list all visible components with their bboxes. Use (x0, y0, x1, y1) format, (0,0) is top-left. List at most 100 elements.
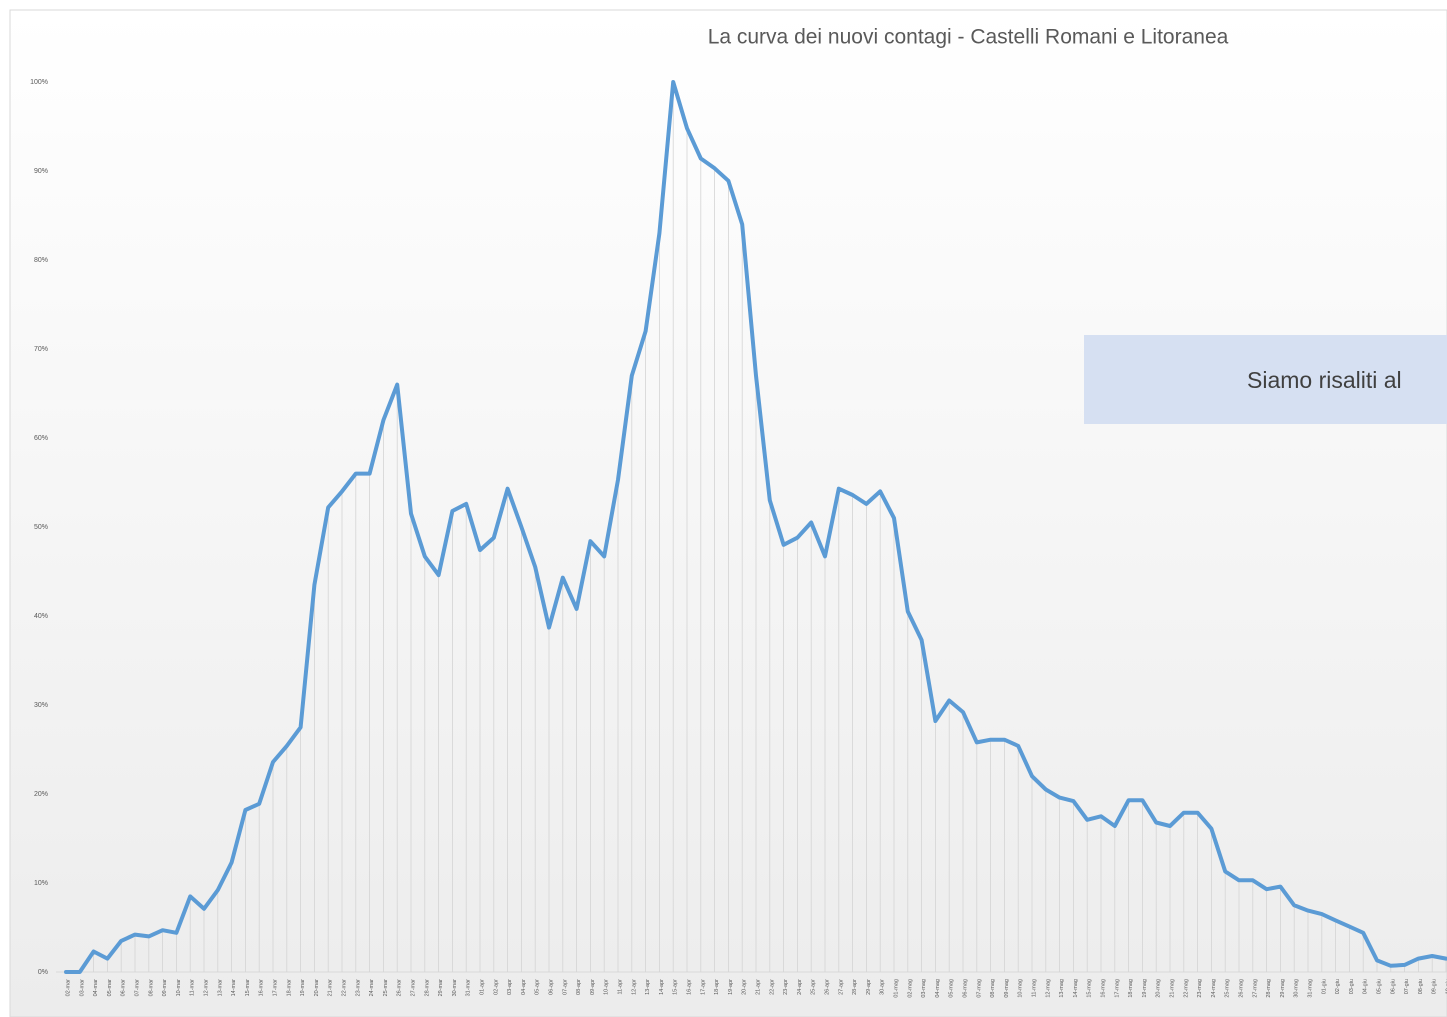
x-tick-label: 27-mar (410, 979, 416, 997)
x-tick-label: 03-giu (1349, 979, 1355, 994)
x-tick-label: 27-apr (838, 979, 844, 995)
x-tick-label: 19-apr (728, 979, 734, 995)
x-tick-label: 12-mag (1045, 979, 1051, 998)
x-tick-label: 25-apr (811, 979, 817, 995)
x-tick-label: 27-mag (1252, 979, 1258, 998)
x-tick-label: 16-apr (686, 979, 692, 995)
x-tick-label: 08-mag (990, 979, 996, 998)
x-tick-label: 23-mag (1197, 979, 1203, 998)
x-tick-label: 10-apr (604, 979, 610, 995)
x-tick-label: 01-mag (893, 979, 899, 998)
x-tick-label: 23-mar (355, 979, 361, 997)
x-tick-label: 09-mag (1004, 979, 1010, 998)
x-tick-label: 04-giu (1363, 979, 1369, 994)
x-tick-label: 26-apr (824, 979, 830, 995)
x-tick-label: 14-mag (1073, 979, 1079, 998)
annotation: Siamo risaliti al (1247, 367, 1402, 393)
annotation-box (1084, 335, 1447, 424)
x-tick-label: 22-mar (341, 979, 347, 997)
x-tick-label: 20-apr (742, 979, 748, 995)
x-tick-label: 21-mag (1169, 979, 1175, 998)
y-tick-label: 60% (34, 435, 48, 442)
y-tick-label: 10% (34, 880, 48, 887)
x-tick-label: 12-apr (631, 979, 637, 995)
x-tick-label: 16-mar (259, 979, 265, 997)
y-tick-label: 40% (34, 613, 48, 620)
x-tick-label: 13-apr (645, 979, 651, 995)
x-tick-label: 25-mag (1225, 979, 1231, 998)
x-tick-label: 02-apr (493, 979, 499, 995)
x-tick-label: 02-mag (907, 979, 913, 998)
x-tick-label: 29-apr (866, 979, 872, 995)
y-tick-label: 70% (34, 346, 48, 353)
x-tick-label: 19-mar (300, 979, 306, 997)
x-tick-label: 18-mar (286, 979, 292, 997)
x-tick-label: 18-mag (1128, 979, 1134, 998)
x-tick-label: 30-mar (452, 979, 458, 997)
x-tick-label: 19-mag (1142, 979, 1148, 998)
x-tick-label: 04-mar (93, 979, 99, 997)
x-tick-label: 05-apr (535, 979, 541, 995)
x-tick-label: 24-mar (369, 979, 375, 997)
x-tick-label: 22-apr (769, 979, 775, 995)
y-tick-label: 80% (34, 257, 48, 264)
x-tick-label: 02-mar (65, 979, 71, 997)
x-tick-label: 15-mar (245, 979, 251, 997)
x-tick-label: 25-mar (383, 979, 389, 997)
x-tick-label: 20-mar (314, 979, 320, 997)
x-tick-label: 03-mag (921, 979, 927, 998)
chart-title: La curva dei nuovi contagi - Castelli Ro… (708, 26, 1229, 49)
y-tick-label: 30% (34, 702, 48, 709)
x-tick-label: 06-mar (121, 979, 127, 997)
x-tick-label: 08-apr (576, 979, 582, 995)
x-tick-label: 21-apr (755, 979, 761, 995)
x-tick-label: 08-mar (148, 979, 154, 997)
x-tick-label: 06-apr (548, 979, 554, 995)
x-tick-label: 05-giu (1376, 979, 1382, 994)
x-tick-label: 29-mag (1280, 979, 1286, 998)
x-tick-label: 13-mag (1059, 979, 1065, 998)
x-tick-label: 06-giu (1390, 979, 1396, 994)
y-tick-label: 100% (30, 79, 48, 86)
x-tick-label: 03-apr (507, 979, 513, 995)
x-tick-label: 01-giu (1321, 979, 1327, 994)
x-tick-label: 21-mar (328, 979, 334, 997)
x-tick-label: 05-mag (949, 979, 955, 998)
x-tick-label: 11-apr (617, 979, 623, 995)
x-tick-label: 10-giu (1445, 979, 1447, 994)
x-tick-label: 10-mag (1018, 979, 1024, 998)
x-tick-label: 28-apr (852, 979, 858, 995)
x-tick-label: 10-mar (176, 979, 182, 997)
x-tick-label: 28-mag (1266, 979, 1272, 998)
x-tick-label: 04-mag (935, 979, 941, 998)
x-tick-label: 22-mag (1183, 979, 1189, 998)
x-tick-label: 05-mar (107, 979, 113, 997)
x-tick-label: 09-apr (590, 979, 596, 995)
x-tick-label: 09-mar (162, 979, 168, 997)
x-tick-label: 02-giu (1335, 979, 1341, 994)
x-tick-label: 26-mar (397, 979, 403, 997)
x-tick-label: 23-apr (783, 979, 789, 995)
x-tick-label: 18-apr (714, 979, 720, 995)
x-tick-label: 15-apr (673, 979, 679, 995)
x-tick-label: 07-mag (976, 979, 982, 998)
x-tick-label: 12-mar (203, 979, 209, 997)
x-tick-label: 24-apr (797, 979, 803, 995)
x-tick-label: 30-mag (1294, 979, 1300, 998)
x-tick-label: 26-mag (1238, 979, 1244, 998)
x-tick-label: 04-apr (521, 979, 527, 995)
x-tick-label: 17-apr (700, 979, 706, 995)
x-tick-label: 31-mar (466, 979, 472, 997)
x-tick-label: 15-mag (1087, 979, 1093, 998)
y-tick-label: 50% (34, 524, 48, 531)
x-tick-label: 06-mag (962, 979, 968, 998)
x-tick-label: 29-mar (438, 979, 444, 997)
x-tick-label: 17-mag (1114, 979, 1120, 998)
x-tick-label: 20-mag (1156, 979, 1162, 998)
x-tick-label: 30-apr (880, 979, 886, 995)
y-tick-label: 20% (34, 791, 48, 798)
x-tick-label: 07-giu (1404, 979, 1410, 994)
x-tick-label: 31-mag (1307, 979, 1313, 998)
